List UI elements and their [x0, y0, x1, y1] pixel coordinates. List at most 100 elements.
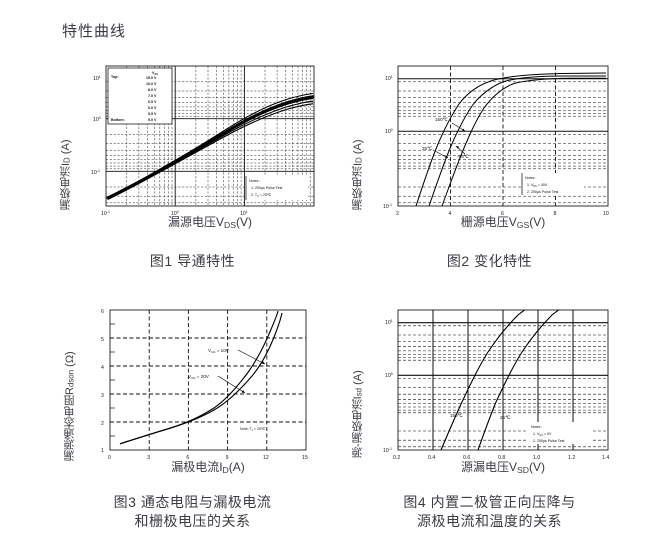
- figure-2-annotations: 150℃ 25℃ -55℃: [422, 117, 470, 159]
- figure-2-plot: 漏极电流ID (A): [352, 58, 627, 230]
- figure-1-notes-line-1: 1. 250µs Pulse Test: [251, 186, 282, 190]
- annotation-25c: 25℃: [422, 146, 433, 151]
- svg-text:1.0: 1.0: [533, 455, 540, 461]
- svg-text:1.4: 1.4: [602, 455, 609, 461]
- figure-4-notes-line-2: 2. 250µs Pulse Test: [533, 439, 564, 443]
- figure-4-x-ticks: 0.2 0.4 0.6 0.8 1.0 1.2 1.4: [393, 455, 609, 461]
- svg-text:6: 6: [501, 211, 504, 217]
- figure-1-notes-title: Notes :: [249, 179, 260, 183]
- figure-1-notes-line-2: 2. TC = 25℃: [251, 193, 272, 198]
- figure-2-x-ticks: 2 4 6 8 10: [396, 211, 609, 217]
- figure-1-svg: Top: VGS 15.0 V 10.0 V 8.0 V 7.0 V 6.5 V…: [91, 65, 315, 217]
- figure-2-caption: 图2 变化特性: [446, 253, 533, 269]
- legend-value-3: 7.0 V: [148, 94, 157, 98]
- annotation-25c: 25℃: [500, 415, 511, 420]
- figure-2-svg: 150℃ 25℃ -55℃ Notes : 1. VDS = 40V 2. 25…: [383, 65, 609, 217]
- figure-3-ylabel: 漏源通态电阻Rdson (Ω): [64, 351, 76, 461]
- svg-text:1.2: 1.2: [568, 455, 575, 461]
- figure-4-notes-line-1: 1. VGS = 0V: [533, 432, 552, 437]
- figure-3-cell: 漏源通态电阻Rdson (Ω): [60, 300, 325, 531]
- figure-3-caption-line-2: 和栅极电压的关系: [134, 512, 251, 529]
- svg-text:100: 100: [385, 128, 393, 135]
- annotation-minus55c: -55℃: [457, 154, 470, 159]
- svg-text:6: 6: [186, 455, 189, 461]
- figure-2-notes: Notes : 1. VDS = 40V 2. 250µs Pulse Test: [521, 173, 584, 195]
- svg-text:5: 5: [101, 337, 104, 343]
- legend-value-2: 8.0 V: [148, 88, 157, 92]
- svg-text:2: 2: [396, 211, 399, 217]
- svg-text:0: 0: [108, 455, 111, 461]
- svg-text:2: 2: [101, 421, 104, 427]
- svg-text:12: 12: [263, 455, 269, 461]
- figure-4-cell: 源-漏极电流Isd (A): [352, 300, 627, 531]
- legend-value-4: 6.5 V: [148, 100, 157, 104]
- figure-3-annotations: VGS = 10V VGS = 20V: [188, 348, 266, 394]
- svg-text:100: 100: [93, 116, 101, 123]
- svg-text:100: 100: [385, 372, 393, 379]
- annotation-150c: 150℃: [435, 117, 449, 122]
- svg-text:101: 101: [385, 319, 393, 326]
- svg-text:4: 4: [449, 211, 452, 217]
- figure-2-notes-line-2: 2. 250µs Pulse Test: [527, 190, 558, 194]
- figure-4-plot: 源-漏极电流Isd (A): [352, 300, 627, 475]
- figure-1-plot: 漏极电流ID (A): [60, 58, 325, 230]
- figure-2-notes-title: Notes :: [525, 176, 536, 180]
- figure-1-legend: Top: VGS 15.0 V 10.0 V 8.0 V 7.0 V 6.5 V…: [107, 67, 173, 125]
- figure-1-x-ticks: 10-1 100 101: [101, 210, 248, 217]
- legend-value-5: 6.0 V: [148, 106, 157, 110]
- svg-text:3: 3: [101, 393, 104, 399]
- svg-text:3: 3: [147, 455, 150, 461]
- figure-1-y-ticks: 101 100 10-1: [91, 75, 101, 176]
- figure-2-cell: 漏极电流ID (A): [352, 58, 627, 271]
- figure-3-notes: Note: TJ = 25℃: [240, 427, 266, 432]
- svg-text:10-1: 10-1: [101, 210, 110, 217]
- legend-value-1: 10.0 V: [146, 82, 157, 86]
- svg-text:101: 101: [93, 75, 101, 82]
- figure-3-caption-line-1: 图3 通态电阻与漏极电流: [113, 494, 272, 510]
- svg-text:10: 10: [603, 211, 609, 217]
- legend-value-6: 5.5 V: [148, 112, 157, 116]
- legend-value-7: 5.0 V: [148, 118, 157, 122]
- figure-2-xlabel: 栅源电压VGS(V): [460, 215, 546, 230]
- legend-header: VGS: [152, 71, 158, 76]
- figure-3-plot: 漏源通态电阻Rdson (Ω): [60, 300, 325, 475]
- figure-3-y-ticks: 6 5 4 3 2 1: [101, 309, 104, 454]
- figure-4-svg: 150℃ 25℃ Notes : 1. VGS = 0V 2. 250µs Pu…: [383, 309, 609, 461]
- svg-text:10-1: 10-1: [91, 169, 100, 176]
- svg-text:10-1: 10-1: [383, 447, 392, 454]
- figure-4-y-ticks: 101 100 10-1: [383, 319, 393, 454]
- svg-text:10-1: 10-1: [383, 203, 392, 210]
- figure-4-notes: Notes : 1. VGS = 0V 2. 250µs Pulse Test: [528, 422, 592, 444]
- figure-3-caption: 图3 通态电阻与漏极电流 和栅极电压的关系: [60, 493, 325, 531]
- figure-4-caption-line-1: 图4 内置二极管正向压降与: [403, 494, 576, 510]
- annotation-vgs-20v: VGS = 20V: [188, 374, 210, 380]
- legend-top-label: Top:: [111, 75, 119, 79]
- svg-text:0.4: 0.4: [428, 455, 435, 461]
- figure-3-svg: VGS = 10V VGS = 20V Note: TJ = 25℃ 6 5 4…: [101, 309, 308, 461]
- svg-text:8: 8: [554, 211, 557, 217]
- figure-2-y-ticks: 101 100 10-1: [383, 75, 393, 210]
- svg-text:0.2: 0.2: [393, 455, 400, 461]
- figure-1-caption: 图1 导通特性: [149, 253, 236, 269]
- figure-2-ylabel: 漏极电流ID (A): [352, 139, 364, 210]
- svg-text:0.6: 0.6: [463, 455, 470, 461]
- figure-4-notes-title: Notes :: [531, 425, 542, 429]
- annotation-150c: 150℃: [450, 413, 464, 418]
- figure-4-xlabel: 源漏电压VSD(V): [461, 460, 545, 475]
- legend-bottom-label: Bottom:: [111, 118, 125, 122]
- svg-text:15: 15: [302, 455, 308, 461]
- figure-4-ylabel: 源-漏极电流Isd (A): [352, 370, 364, 458]
- svg-text:100: 100: [171, 210, 179, 217]
- figure-4-annotations: 150℃ 25℃: [450, 413, 511, 420]
- svg-text:1: 1: [101, 448, 104, 454]
- svg-text:9: 9: [226, 455, 229, 461]
- figure-4-caption: 图4 内置二极管正向压降与 源极电流和温度的关系: [352, 493, 627, 531]
- figure-1-notes: Notes : 1. 250µs Pulse Test 2. TC = 25℃: [245, 176, 308, 200]
- figure-4-caption-line-2: 源极电流和温度的关系: [417, 512, 562, 529]
- svg-text:0.8: 0.8: [498, 455, 505, 461]
- svg-text:101: 101: [385, 75, 393, 82]
- figure-2-notes-line-1: 1. VDS = 40V: [527, 183, 548, 188]
- figure-1-ylabel: 漏极电流ID (A): [60, 139, 72, 210]
- figure-3-x-ticks: 0 3 6 9 12 15: [108, 455, 308, 461]
- legend-value-0: 15.0 V: [146, 76, 157, 80]
